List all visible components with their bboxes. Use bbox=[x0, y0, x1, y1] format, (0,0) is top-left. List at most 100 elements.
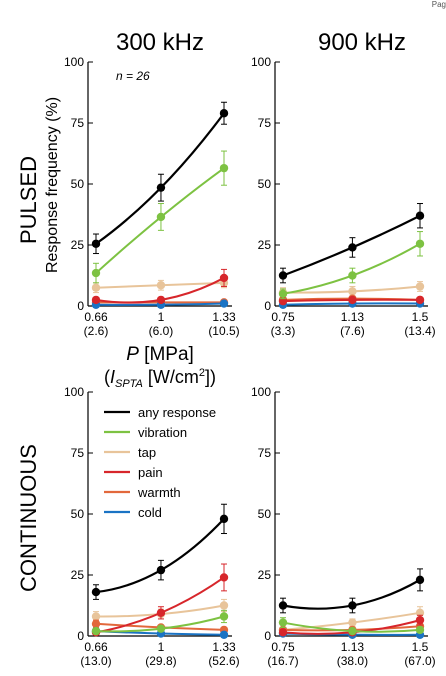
series-vibration bbox=[278, 231, 425, 300]
series-vibration bbox=[91, 609, 229, 636]
data-point bbox=[415, 615, 425, 625]
legend-label: tap bbox=[138, 445, 156, 460]
column-title-300khz: 300 kHz bbox=[116, 29, 204, 56]
y-tick-label: 100 bbox=[64, 385, 84, 399]
x-tick-sublabel: (3.3) bbox=[271, 324, 296, 338]
y-tick-label: 75 bbox=[71, 446, 85, 460]
legend: any response vibration tap pain warmth cold bbox=[104, 405, 216, 520]
x-axis-label-main: P [MPa] bbox=[126, 344, 194, 365]
data-point bbox=[348, 295, 357, 305]
legend-label: cold bbox=[138, 505, 162, 520]
series-any-response bbox=[278, 203, 425, 284]
data-point bbox=[91, 619, 101, 628]
data-point bbox=[219, 299, 229, 308]
y-tick-label: 50 bbox=[71, 507, 85, 521]
data-point bbox=[91, 626, 101, 636]
data-point bbox=[91, 268, 101, 278]
data-point bbox=[156, 565, 166, 575]
panel-1: 0 25 50 75 100 0.75(3.3) 1.13(7.6) 1.5(13.4) bbox=[251, 55, 436, 338]
data-point bbox=[219, 514, 229, 524]
data-point bbox=[348, 601, 357, 610]
legend-label: vibration bbox=[138, 425, 187, 440]
data-point bbox=[278, 601, 288, 610]
legend-item-pain: pain bbox=[104, 465, 163, 480]
y-tick-label: 100 bbox=[64, 55, 84, 69]
series-any-response bbox=[91, 503, 229, 600]
data-point bbox=[91, 612, 101, 621]
x-tick-label: 1 bbox=[158, 310, 165, 324]
y-axis-label: Response frequency (%) bbox=[44, 97, 61, 273]
data-point bbox=[415, 282, 425, 291]
x-tick-label: 0.66 bbox=[84, 640, 108, 654]
data-point bbox=[219, 630, 229, 639]
data-point bbox=[278, 618, 288, 627]
data-point bbox=[415, 575, 425, 585]
data-point bbox=[415, 625, 425, 635]
data-point bbox=[415, 211, 425, 220]
y-tick-label: 50 bbox=[258, 507, 272, 521]
y-tick-label: 50 bbox=[71, 177, 85, 191]
data-point bbox=[348, 626, 357, 636]
row-label-pulsed: PULSED bbox=[16, 156, 41, 244]
x-tick-label: 0.66 bbox=[84, 310, 108, 324]
data-point bbox=[219, 273, 229, 283]
y-tick-label: 100 bbox=[251, 385, 271, 399]
x-tick-label: 1.13 bbox=[341, 640, 365, 654]
data-point bbox=[91, 587, 101, 597]
y-tick-label: 0 bbox=[264, 299, 271, 313]
data-point bbox=[278, 628, 288, 637]
data-point bbox=[219, 109, 229, 118]
x-tick-sublabel: (13.4) bbox=[404, 324, 435, 338]
legend-item-cold: cold bbox=[104, 505, 162, 520]
legend-item-any-response: any response bbox=[104, 405, 216, 420]
x-tick-label: 1.33 bbox=[212, 310, 236, 324]
x-tick-label: 0.75 bbox=[271, 310, 295, 324]
data-point bbox=[278, 289, 288, 298]
x-tick-label: 1 bbox=[158, 640, 165, 654]
y-tick-label: 25 bbox=[258, 238, 272, 252]
x-tick-label: 1.33 bbox=[212, 640, 236, 654]
n-annotation: n = 26 bbox=[116, 69, 150, 83]
legend-item-vibration: vibration bbox=[104, 425, 187, 440]
data-point bbox=[219, 601, 229, 610]
x-tick-sublabel: (13.0) bbox=[80, 654, 111, 668]
x-tick-label: 1.13 bbox=[341, 310, 365, 324]
panel-0: 0 25 50 75 100 0.66(2.6) 1(6.0) 1.33(10.5) bbox=[64, 55, 240, 338]
y-tick-label: 75 bbox=[258, 446, 272, 460]
legend-item-tap: tap bbox=[104, 445, 156, 460]
data-point bbox=[156, 183, 166, 192]
y-tick-label: 100 bbox=[251, 55, 271, 69]
data-point bbox=[156, 624, 166, 633]
data-point bbox=[219, 573, 229, 582]
data-point bbox=[156, 212, 166, 222]
data-point bbox=[219, 163, 229, 173]
x-tick-sublabel: (52.6) bbox=[208, 654, 239, 668]
series-any-response bbox=[278, 568, 425, 614]
y-tick-label: 25 bbox=[71, 568, 85, 582]
y-tick-label: 75 bbox=[71, 116, 85, 130]
data-point bbox=[348, 271, 357, 280]
x-tick-sublabel: (67.0) bbox=[404, 654, 435, 668]
data-point bbox=[278, 271, 288, 280]
series-line bbox=[95, 518, 225, 594]
y-tick-label: 75 bbox=[258, 116, 272, 130]
series-line bbox=[95, 112, 225, 245]
row-label-continuous: CONTINUOUS bbox=[16, 444, 41, 592]
data-point bbox=[348, 287, 357, 296]
series-any-response bbox=[91, 101, 229, 255]
x-tick-sublabel: (16.7) bbox=[267, 654, 298, 668]
legend-item-warmth: warmth bbox=[104, 485, 181, 500]
column-title-900khz: 900 kHz bbox=[318, 29, 406, 56]
legend-label: warmth bbox=[137, 485, 181, 500]
y-tick-label: 25 bbox=[71, 238, 85, 252]
data-point bbox=[156, 608, 166, 618]
x-tick-sublabel: (6.0) bbox=[149, 324, 174, 338]
x-tick-sublabel: (38.0) bbox=[337, 654, 368, 668]
data-point bbox=[91, 239, 101, 248]
page-corner-label: Pag bbox=[431, 0, 446, 9]
y-tick-label: 0 bbox=[264, 629, 271, 643]
data-point bbox=[156, 281, 166, 290]
y-tick-label: 50 bbox=[258, 177, 272, 191]
x-tick-sublabel: (29.8) bbox=[145, 654, 176, 668]
data-point bbox=[219, 612, 229, 621]
